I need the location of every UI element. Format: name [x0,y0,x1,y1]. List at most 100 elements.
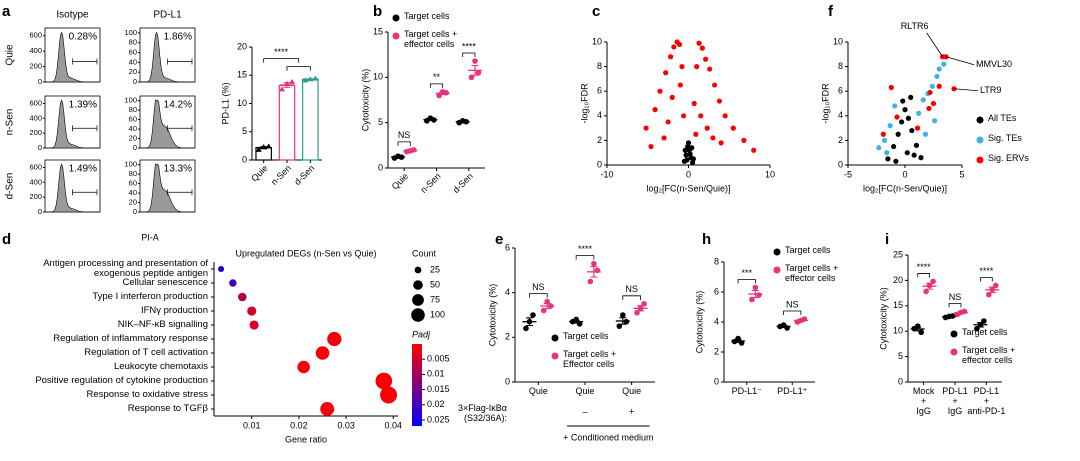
gate [72,189,98,196]
y-tick-label: 20 [129,67,137,76]
x-tick-label: Quie [622,387,642,396]
legend-marker [950,348,958,356]
y-tick-label: 10 [373,72,383,82]
point [923,288,929,295]
point [932,118,938,124]
point [718,140,724,146]
point [880,131,886,137]
sig-bracket [397,141,411,146]
x-tick-label: Quie [390,171,411,192]
color-tick-label: 0.005 [427,354,450,364]
panel-letter: f [828,3,834,20]
point [751,147,757,153]
point [657,88,663,94]
bubble [320,402,335,416]
x-tick-label-box: Mock + IgG [913,387,935,416]
gate [167,189,193,196]
point [900,98,906,104]
legend-label: Target cells + effector cells [785,264,839,283]
legend-label: Target cells + effector cells [962,346,1016,365]
y-tick-label: 8 [838,61,843,71]
legend-marker [976,156,984,164]
point [941,61,947,67]
x-tick-label: Quie [249,163,270,184]
y-tick-label: 400 [29,46,42,55]
point [687,151,693,157]
sig-label: NS [625,284,638,294]
histogram [139,31,195,83]
point [893,158,899,164]
category-label: Positive regulation of cytokine producti… [35,374,208,386]
point [936,83,942,89]
x-tick-label: 0.04 [385,420,403,430]
point [679,64,685,70]
sig-label: **** [578,244,593,254]
point [694,64,700,70]
point [916,110,922,116]
sig-label: **** [917,262,932,272]
y-axis-label: Cytotoxicity (%) [878,287,888,350]
size-legend-label: 100 [430,309,445,319]
point [707,66,713,72]
y-tick-label: 100 [124,28,137,37]
size-legend-label: 50 [430,279,440,289]
y-tick-label: 8 [714,256,719,266]
y-tick-label: 0 [898,376,903,386]
row-label: 3×Flag-IκBα (S32/36A): [458,404,507,423]
x-tick-label: 5 [959,169,964,179]
legend-label-box: Target cells [962,328,1008,337]
x-tick-label: -5 [844,169,852,179]
bubble [315,346,330,360]
y-tick-label: 10 [237,98,247,108]
point [704,125,710,131]
x-axis-label: log₂[FC(n-Sen/Quie)] [863,183,947,193]
point [985,291,992,298]
histogram [45,163,100,213]
point [887,123,893,129]
point [523,325,529,332]
y-tick-label: 6 [714,286,719,296]
gate-label: 1.86% [164,32,192,43]
gate [72,125,98,132]
sig-bracket [575,255,595,260]
color-tick-label: 0.01 [427,369,445,379]
x-tick-label-box: Quie [529,387,548,396]
point [922,131,929,137]
point [927,89,933,96]
x-tick-label: Quie [575,387,595,396]
y-tick-label: 0 [133,143,137,152]
legend-label-box: Target cells [404,12,450,21]
point [587,278,594,285]
point [643,125,649,131]
point [934,73,940,80]
x-axis-label: log₂[FC(n-Sen/Quie)] [646,183,730,193]
histogram [44,31,100,83]
legend-label: All TEs [988,114,1017,123]
y-tick-label: 15 [893,300,903,310]
sig-bracket [737,279,756,284]
sig-bracket [979,277,993,282]
y-tick-label: 20 [237,41,247,51]
point [682,147,688,153]
x-tick-label-box: PD-L1⁺ [777,387,807,396]
y-tick-label: 80 [129,169,137,178]
annotation-arrow [926,32,943,57]
y-tick-label: 80 [129,38,137,47]
legend-label-box: Target cells + effector cells [404,30,457,49]
y-tick-label: 80 [129,105,137,114]
y-tick-label: 0 [38,77,42,86]
x-tick-label-box: PD-L1 + IgG [942,387,968,416]
y-tick-label: 8 [597,61,602,71]
y-tick-label: 0 [133,207,137,216]
point [892,103,898,109]
point [676,41,683,48]
category-label: Leukocyte chemotaxis [114,360,208,372]
point [894,114,900,120]
y-tick-label: 15 [237,70,247,80]
y-tick-label: 20 [129,198,137,207]
category-label-box: Antigen processing and presentation of e… [43,258,208,279]
y-axis-label: -log₁₀FDR [820,83,830,124]
x-tick-label: n-Sen [419,171,443,195]
row-label-box: 3×Flag-IκBα (S32/36A): [458,404,507,423]
sig-label: NS [786,299,799,309]
